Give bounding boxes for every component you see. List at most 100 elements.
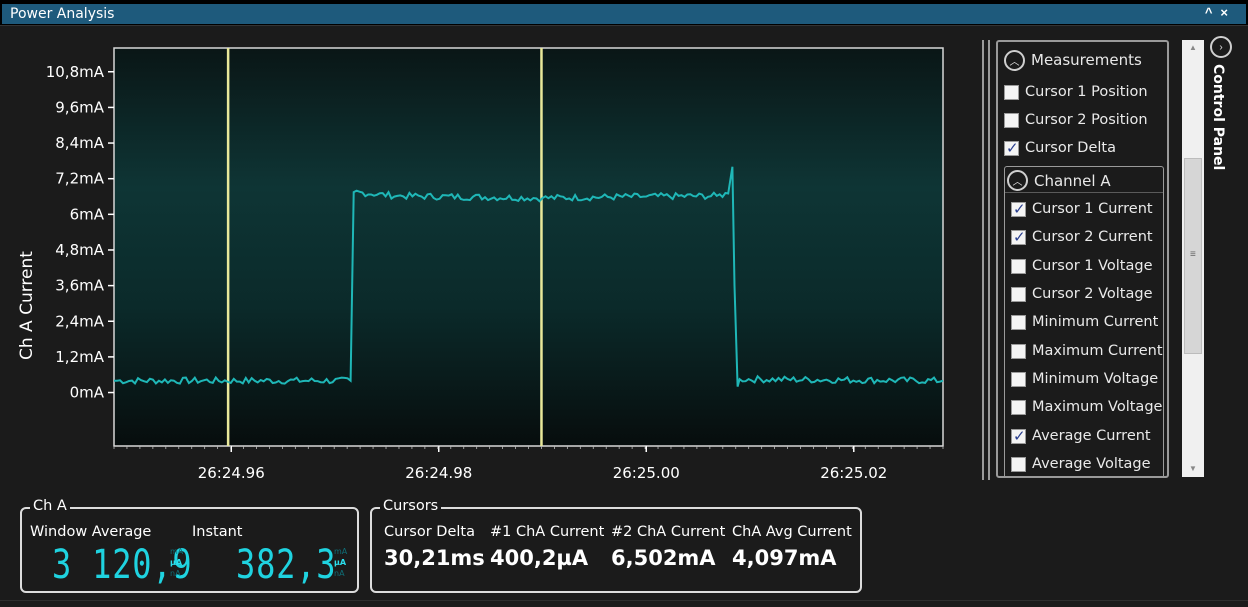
checkbox-cursor-2-current[interactable]: Cursor 2 Current (1011, 225, 1153, 249)
chevron-up-icon[interactable]: ︿ (1007, 170, 1028, 191)
x-tick-label: 26:25.02 (820, 464, 887, 482)
plot-area[interactable] (113, 47, 944, 447)
cursor-delta-label: Cursor Delta (384, 524, 475, 540)
chevron-right-icon[interactable]: › (1210, 36, 1232, 58)
cursors-box: Cursors Cursor Delta 30,21ms #1 ChA Curr… (370, 498, 862, 593)
checkbox-box[interactable] (1011, 228, 1026, 246)
y-axis-title: Ch A Current (17, 251, 37, 360)
scroll-up-icon[interactable]: ▲ (1189, 43, 1197, 52)
status-strip (0, 600, 1248, 607)
checkbox-average-voltage[interactable]: Average Voltage (1011, 452, 1151, 476)
checkbox-box[interactable] (1011, 200, 1026, 218)
y-axis: 10,8mA 9,6mA 8,4mA 7,2mA 6mA 4,8mA 3,6mA 2,4mA 1… (46, 63, 114, 402)
checkbox-label: Average Current (1032, 428, 1151, 444)
cursor-delta-value: 30,21ms (384, 546, 485, 570)
avg-current-label: ChA Avg Current (732, 524, 852, 540)
title-bar-fill: Power Analysis ^× (2, 4, 1246, 24)
checkbox-box[interactable] (1011, 399, 1026, 415)
checkbox-box[interactable] (1011, 343, 1026, 359)
unit-ma: mA (334, 547, 348, 556)
checkbox-cursor-1-voltage[interactable]: Cursor 1 Voltage (1011, 254, 1153, 278)
checkbox-minimum-voltage[interactable]: Minimum Voltage (1011, 367, 1158, 391)
checkbox-label: Cursor 2 Current (1032, 229, 1153, 245)
cursor1-current-label: #1 ChA Current (490, 524, 605, 540)
current-chart[interactable]: 10,8mA 9,6mA 8,4mA 7,2mA 6mA 4,8mA 3,6mA 2,4mA 1… (10, 30, 985, 490)
measurements-header[interactable]: ︿ Measurements (1004, 48, 1142, 72)
checkbox-average-current[interactable]: Average Current (1011, 424, 1151, 448)
y-tick-label: 8,4mA (55, 134, 104, 152)
y-tick-label: 6mA (70, 205, 105, 223)
x-tick-label: 26:24.98 (405, 464, 472, 482)
unit-na: nA (334, 569, 345, 578)
checkbox-box[interactable] (1011, 427, 1026, 445)
checkbox-box[interactable] (1011, 286, 1026, 302)
unit-ma: mA (170, 547, 184, 556)
checkbox-label: Average Voltage (1032, 456, 1151, 472)
checkbox-cursor-1-current[interactable]: Cursor 1 Current (1011, 197, 1153, 221)
window-controls: ^× (1205, 5, 1236, 20)
checkbox-cursor-2-voltage[interactable]: Cursor 2 Voltage (1011, 282, 1153, 306)
cursor-lines[interactable] (226, 48, 543, 446)
checkbox-label: Minimum Current (1032, 314, 1159, 330)
series-line (114, 166, 944, 387)
checkbox-label: Cursor 1 Position (1025, 84, 1148, 100)
close-icon[interactable]: × (1220, 5, 1236, 20)
x-tick-label: 26:25.00 (613, 464, 680, 482)
checkbox-label: Cursor Delta (1025, 140, 1116, 156)
measurements-title: Measurements (1031, 51, 1142, 69)
y-tick-label: 10,8mA (46, 63, 105, 81)
checkbox-cursor-delta[interactable]: Cursor Delta (1004, 136, 1116, 160)
y-tick-label: 7,2mA (55, 170, 104, 188)
instant-label: Instant (192, 524, 243, 540)
window-average-display: 3 120,9 (52, 542, 193, 588)
checkbox-label: Cursor 2 Position (1025, 112, 1148, 128)
cha-box: Ch A Window Average Instant 3 120,9 mA µ… (20, 498, 359, 593)
control-panel-tab[interactable]: › Control Panel (1208, 34, 1238, 194)
checkbox-box[interactable] (1011, 456, 1026, 472)
instant-units: mA µA nA (334, 546, 347, 579)
chevron-up-icon[interactable]: ︿ (1004, 49, 1025, 71)
cursor2-current-value: 6,502mA (611, 546, 716, 570)
unit-ua: µA (334, 558, 347, 567)
x-tick-label: 26:24.96 (198, 464, 265, 482)
checkbox-box[interactable] (1004, 112, 1019, 128)
unit-na: nA (170, 569, 181, 578)
scroll-down-icon[interactable]: ▼ (1189, 464, 1197, 473)
channel-a-header[interactable]: ︿ Channel A (1005, 169, 1163, 193)
channel-a-group: ︿ Channel A Cursor 1 Current Cursor 2 Cu… (1004, 166, 1164, 476)
cha-legend: Ch A (30, 498, 70, 514)
checkbox-box[interactable] (1011, 371, 1026, 387)
y-tick-label: 3,6mA (55, 277, 104, 295)
y-tick-label: 4,8mA (55, 241, 104, 259)
instant-display: 382,3 (236, 542, 337, 588)
checkbox-label: Maximum Voltage (1032, 399, 1163, 415)
checkbox-cursor-2-position[interactable]: Cursor 2 Position (1004, 108, 1148, 132)
window-title: Power Analysis (10, 6, 115, 22)
y-tick-label: 0mA (70, 384, 105, 402)
measurements-panel: ︿ Measurements Cursor 1 Position Cursor … (996, 40, 1169, 478)
y-tick-label: 2,4mA (55, 312, 104, 330)
panel-divider-right (988, 40, 990, 480)
collapse-icon[interactable]: ^ (1204, 5, 1221, 20)
grip-icon: ≡ (1190, 249, 1196, 260)
y-tick-label: 1,2mA (55, 348, 104, 366)
checkbox-minimum-current[interactable]: Minimum Current (1011, 310, 1158, 334)
checkbox-box[interactable] (1004, 84, 1019, 100)
checkbox-box[interactable] (1011, 314, 1026, 330)
cursors-legend: Cursors (380, 498, 442, 514)
checkbox-maximum-voltage[interactable]: Maximum Voltage (1011, 395, 1162, 419)
control-panel-label: Control Panel (1210, 64, 1226, 171)
checkbox-box[interactable] (1011, 258, 1026, 274)
cursor1-current-value: 400,2µA (490, 546, 589, 570)
checkbox-maximum-current[interactable]: Maximum Current (1011, 339, 1163, 363)
window-average-units: mA µA nA (170, 546, 183, 579)
checkbox-cursor-1-position[interactable]: Cursor 1 Position (1004, 80, 1148, 104)
title-bar: Power Analysis ^× (0, 0, 1248, 26)
checkbox-label: Maximum Current (1032, 343, 1163, 359)
scroll-thumb[interactable]: ≡ (1184, 158, 1202, 354)
checkbox-box[interactable] (1004, 139, 1019, 157)
checkbox-label: Cursor 2 Voltage (1032, 286, 1153, 302)
measurements-scrollbar[interactable]: ▲ ≡ ▼ (1182, 40, 1204, 477)
channel-a-title: Channel A (1034, 171, 1111, 190)
y-tick-label: 9,6mA (55, 98, 104, 116)
